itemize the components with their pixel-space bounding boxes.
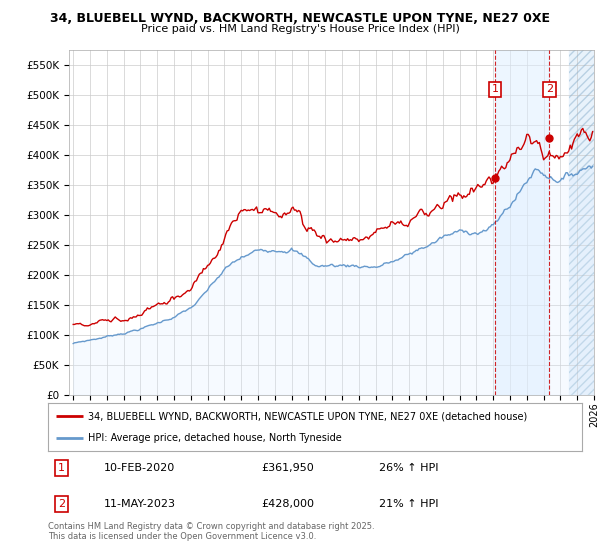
Text: Price paid vs. HM Land Registry's House Price Index (HPI): Price paid vs. HM Land Registry's House … (140, 24, 460, 34)
Text: 1: 1 (491, 85, 499, 94)
Text: 2: 2 (58, 499, 65, 509)
Bar (569, 50, 594, 395)
Bar (569, 50, 594, 395)
Text: HPI: Average price, detached house, North Tyneside: HPI: Average price, detached house, Nort… (88, 433, 342, 443)
Text: 2: 2 (546, 85, 553, 94)
Text: 10-FEB-2020: 10-FEB-2020 (104, 463, 175, 473)
Bar (495, 50, 550, 395)
Text: Contains HM Land Registry data © Crown copyright and database right 2025.
This d: Contains HM Land Registry data © Crown c… (48, 522, 374, 542)
Text: £428,000: £428,000 (262, 499, 314, 509)
Text: 34, BLUEBELL WYND, BACKWORTH, NEWCASTLE UPON TYNE, NE27 0XE (detached house): 34, BLUEBELL WYND, BACKWORTH, NEWCASTLE … (88, 411, 527, 421)
Text: 26% ↑ HPI: 26% ↑ HPI (379, 463, 439, 473)
Text: £361,950: £361,950 (262, 463, 314, 473)
Text: 1: 1 (58, 463, 65, 473)
Text: 11-MAY-2023: 11-MAY-2023 (104, 499, 176, 509)
Text: 21% ↑ HPI: 21% ↑ HPI (379, 499, 439, 509)
Text: 34, BLUEBELL WYND, BACKWORTH, NEWCASTLE UPON TYNE, NE27 0XE: 34, BLUEBELL WYND, BACKWORTH, NEWCASTLE … (50, 12, 550, 25)
